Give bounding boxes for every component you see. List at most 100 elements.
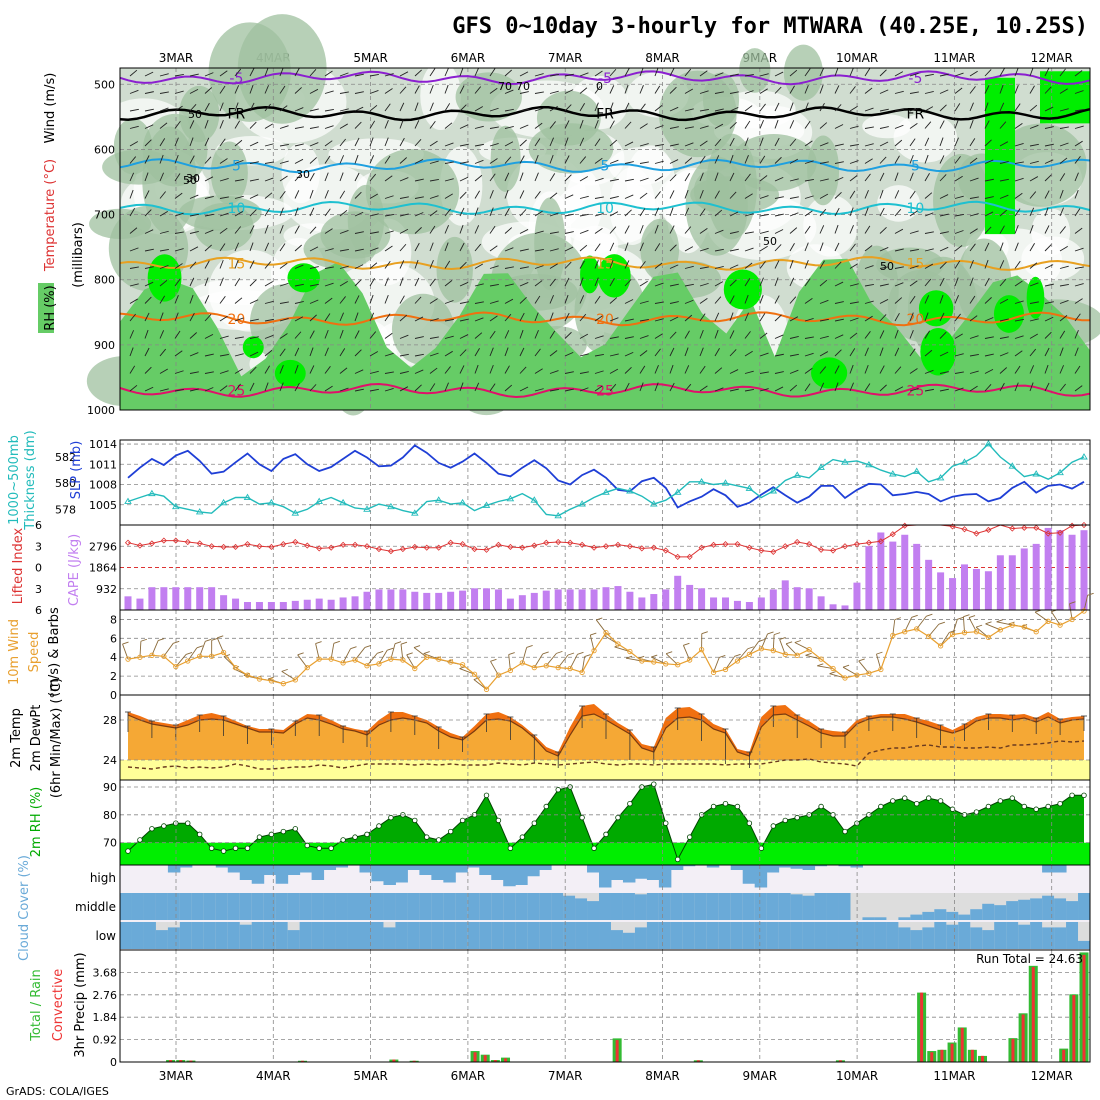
cloud-cell xyxy=(718,922,732,949)
wind-barb xyxy=(279,301,289,304)
wind-barb xyxy=(294,225,300,234)
cloud-high-cell xyxy=(802,865,816,870)
wind-barb xyxy=(999,67,1005,77)
isotherm-label: -5 xyxy=(908,71,922,87)
lifted-index-marker xyxy=(435,544,442,551)
wind-barb xyxy=(819,335,829,339)
wind-barb xyxy=(1059,226,1066,234)
wind-barb xyxy=(894,90,904,94)
cloud-cell xyxy=(742,922,756,949)
cape-bar xyxy=(554,589,562,610)
wind-barb xyxy=(789,158,799,164)
wind-barb xyxy=(489,364,494,374)
wind-barb xyxy=(309,172,315,182)
wind-barb xyxy=(399,213,409,217)
wind-barb xyxy=(279,207,284,217)
cloud-high-cell xyxy=(167,865,181,873)
wind-barb xyxy=(264,300,274,304)
day-label-bottom: 9MAR xyxy=(743,1069,778,1083)
wind-barb xyxy=(969,353,979,357)
precip-panel: 3.682.761.840.920 xyxy=(93,949,1091,1069)
wind-barb xyxy=(1044,126,1054,129)
rh-moist-region xyxy=(807,135,840,206)
wind-barb xyxy=(894,297,903,304)
wind-barb xyxy=(699,266,709,269)
wind-barb xyxy=(279,160,289,164)
cloud-high-cell xyxy=(754,865,768,888)
rh2m-marker xyxy=(364,831,370,838)
wind-barb xyxy=(159,279,168,287)
wind-barb xyxy=(699,70,708,77)
wind-barb xyxy=(1044,316,1054,322)
wind-speed-marker xyxy=(412,665,418,672)
wind-barb xyxy=(1059,142,1069,147)
rh2m-marker xyxy=(161,823,167,829)
rh-moist-region xyxy=(208,22,291,122)
wind-barb xyxy=(534,107,544,112)
precip-convective-bar xyxy=(970,1049,974,1062)
rh-moist-region xyxy=(730,134,817,192)
wind-barb xyxy=(324,190,329,199)
cloud-high-cell xyxy=(539,865,552,870)
wind-barb xyxy=(864,207,869,217)
wind-barb xyxy=(864,347,869,357)
rh-saturated-region xyxy=(580,255,600,294)
wind-barb xyxy=(654,105,663,112)
wind-barb-10m xyxy=(682,645,691,661)
wind-barb xyxy=(204,229,214,234)
precip-tick-label: 1.84 xyxy=(93,1011,118,1024)
cloud-cell xyxy=(263,893,277,920)
cape-bar xyxy=(471,588,479,610)
wind-barb xyxy=(609,277,615,287)
precip-convective-bar xyxy=(1011,1038,1015,1062)
wind-barb-flag xyxy=(719,654,726,658)
wind-barb xyxy=(414,296,422,304)
wind-barb xyxy=(759,388,769,392)
cloud-cell xyxy=(934,922,947,949)
wind-barb-flag xyxy=(666,651,673,655)
cloud-cell xyxy=(143,893,157,920)
wind-speed-marker xyxy=(615,641,621,647)
cloud-high-cell xyxy=(467,865,480,868)
wind-barb xyxy=(534,248,544,252)
wind-barb xyxy=(339,91,349,94)
wind-barb xyxy=(309,283,319,287)
panel-frame xyxy=(119,67,1091,411)
cloud-cell xyxy=(527,922,540,949)
cloud-cell xyxy=(455,922,468,949)
lifted-index-marker xyxy=(172,537,179,544)
isotherm-label: 15 xyxy=(906,256,924,272)
wind-barb xyxy=(549,388,559,392)
wind-barb xyxy=(849,243,856,252)
wind-barb xyxy=(804,225,811,234)
wind-barb xyxy=(819,382,825,392)
wind-barb xyxy=(924,349,933,357)
cape-bar xyxy=(841,605,849,610)
wind-barb xyxy=(744,278,751,287)
wind-barb xyxy=(1074,108,1084,112)
cape-bar xyxy=(279,602,287,610)
wind-barb xyxy=(444,225,449,234)
wind-barb xyxy=(444,103,451,112)
wind-speed-marker xyxy=(1021,624,1027,630)
wind-barb-flag xyxy=(140,638,148,642)
cloud-cell xyxy=(515,893,528,920)
wind-barb xyxy=(834,242,840,252)
wind-barb xyxy=(159,91,169,94)
wind-barb xyxy=(609,68,617,77)
lifted-index-marker xyxy=(184,538,191,546)
wind-barb xyxy=(924,121,932,129)
wind-barb xyxy=(489,330,496,339)
wind-barb xyxy=(924,154,929,164)
wind-barb xyxy=(489,126,499,129)
wind-barb xyxy=(1014,142,1024,147)
wind-barb xyxy=(1059,157,1068,164)
wind-barb xyxy=(909,122,918,129)
precip-tick-label: 2.76 xyxy=(93,989,118,1002)
wind-barb xyxy=(444,335,454,339)
wind-barb xyxy=(954,245,963,252)
wind-barb xyxy=(639,123,648,129)
wind-barb xyxy=(849,125,859,129)
wind-barb xyxy=(264,281,274,287)
cloud-cell xyxy=(359,922,372,949)
